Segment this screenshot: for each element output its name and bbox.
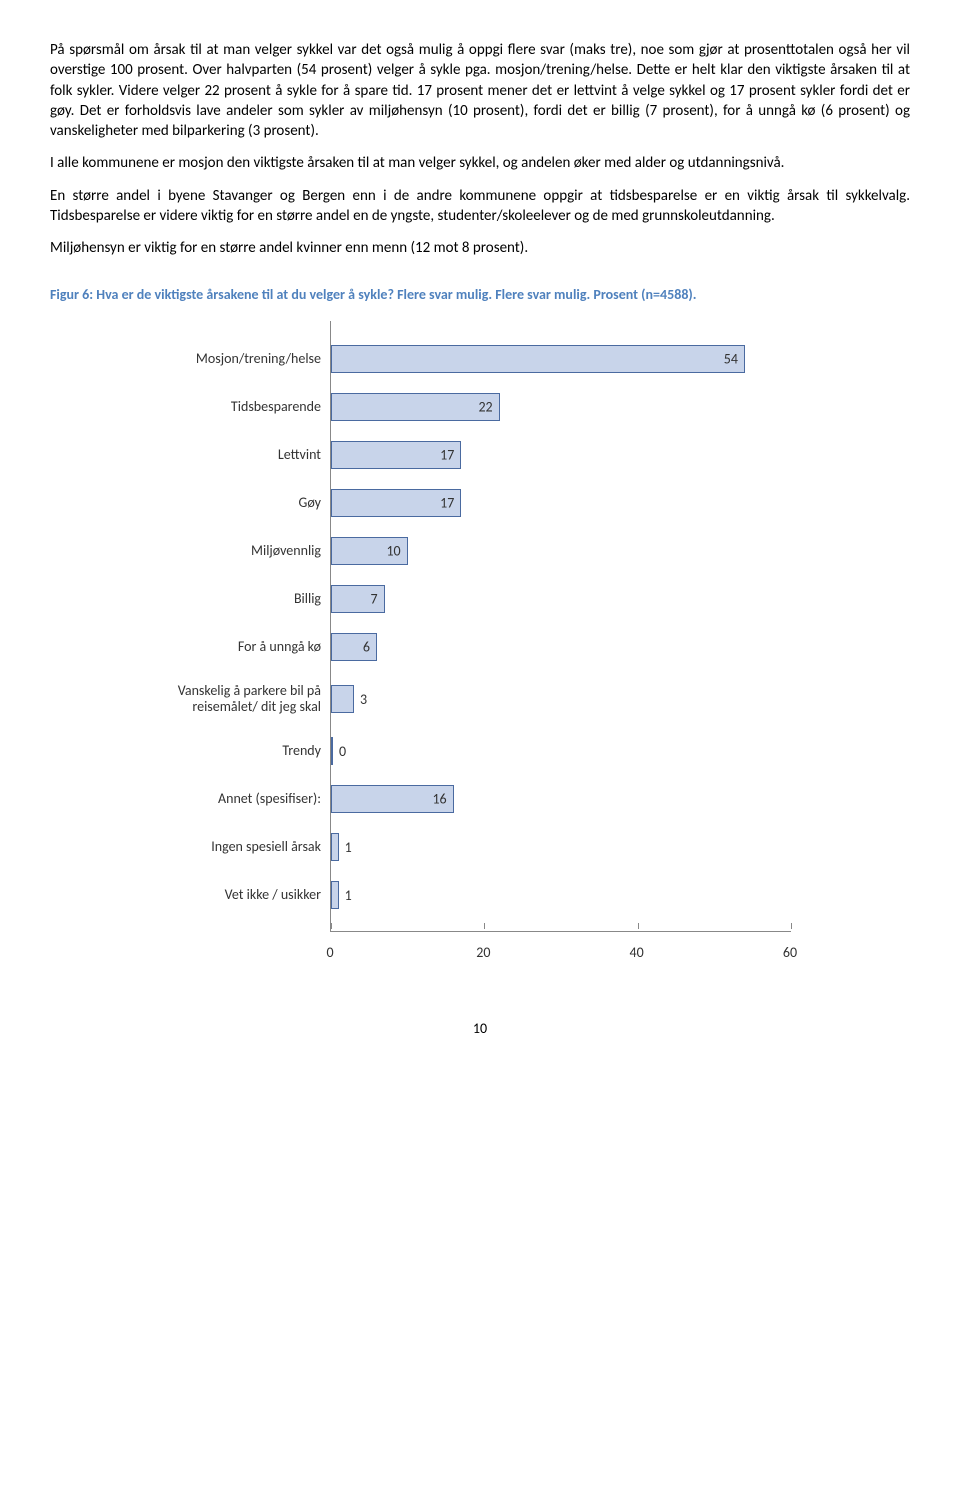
chart-row: Lettvint17 (331, 435, 791, 475)
bar-value: 17 (440, 495, 454, 512)
category-label: Mosjon/trening/helse (146, 351, 321, 367)
bar-value: 22 (478, 399, 492, 416)
bar (331, 833, 339, 861)
category-label: Vanskelig å parkere bil på reisemålet/ d… (146, 683, 321, 715)
bar: 7 (331, 585, 385, 613)
bar: 6 (331, 633, 377, 661)
bar (331, 737, 333, 765)
x-tick-label: 20 (476, 944, 490, 961)
bar-value: 1 (345, 839, 352, 856)
chart-row: Ingen spesiell årsak1 (331, 827, 791, 867)
x-tick-label: 60 (783, 944, 797, 961)
category-label: Annet (spesifiser): (146, 791, 321, 807)
bar-chart: Mosjon/trening/helse54 Tidsbesparende22 Le… (150, 321, 790, 960)
bar (331, 881, 339, 909)
bar: 10 (331, 537, 408, 565)
category-label: Tidsbesparende (146, 399, 321, 415)
bar: 22 (331, 393, 500, 421)
paragraph: På spørsmål om årsak til at man velger s… (50, 40, 910, 141)
bar-value: 1 (345, 887, 352, 904)
category-label: Trendy (146, 743, 321, 759)
x-tick-label: 40 (630, 944, 644, 961)
bar: 16 (331, 785, 454, 813)
chart-row: Miljøvennlig10 (331, 531, 791, 571)
paragraph: Miljøhensyn er viktig for en større ande… (50, 238, 910, 258)
x-tick-label: 0 (326, 944, 333, 961)
category-label: Miljøvennlig (146, 543, 321, 559)
paragraph: En større andel i byene Stavanger og Ber… (50, 186, 910, 227)
bar (331, 685, 354, 713)
bar-value: 7 (371, 591, 378, 608)
chart-row: Vanskelig å parkere bil på reisemålet/ d… (331, 675, 791, 723)
bar-value: 0 (339, 743, 346, 760)
bar-value: 17 (440, 447, 454, 464)
category-label: Vet ikke / usikker (146, 887, 321, 903)
bar-value: 10 (386, 543, 400, 560)
category-label: Ingen spesiell årsak (146, 839, 321, 855)
bar-value: 6 (363, 639, 370, 656)
bar-value: 16 (432, 791, 446, 808)
paragraph: I alle kommunene er mosjon den viktigste… (50, 153, 910, 173)
chart-row: Annet (spesifiser):16 (331, 779, 791, 819)
chart-row: Gøy17 (331, 483, 791, 523)
bar: 54 (331, 345, 745, 373)
category-label: Lettvint (146, 447, 321, 463)
chart-row: Mosjon/trening/helse54 (331, 339, 791, 379)
category-label: Billig (146, 591, 321, 607)
bar-value: 54 (724, 351, 738, 368)
chart-row: Trendy0 (331, 731, 791, 771)
chart-row: Tidsbesparende22 (331, 387, 791, 427)
category-label: Gøy (146, 495, 321, 511)
chart-row: For å unngå kø6 (331, 627, 791, 667)
chart-row: Billig7 (331, 579, 791, 619)
page-number: 10 (50, 1020, 910, 1037)
chart-row: Vet ikke / usikker1 (331, 875, 791, 915)
bar: 17 (331, 489, 461, 517)
bar-value: 3 (360, 691, 367, 708)
bar: 17 (331, 441, 461, 469)
category-label: For å unngå kø (146, 639, 321, 655)
figure-caption: Figur 6: Hva er de viktigste årsakene ti… (50, 286, 910, 303)
